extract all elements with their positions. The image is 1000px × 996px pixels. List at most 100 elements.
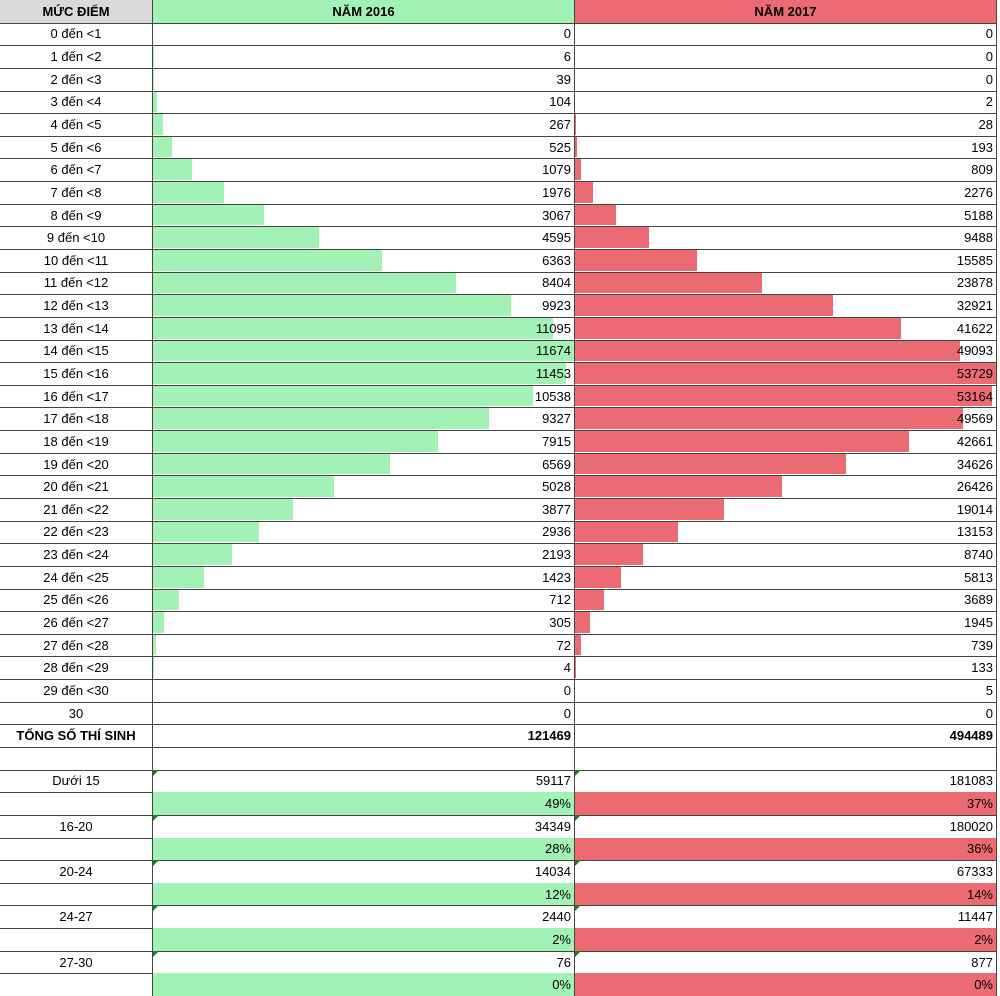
empty-cell[interactable] <box>0 747 153 771</box>
group-count[interactable]: 76 <box>153 950 575 975</box>
value-cell[interactable]: 28 <box>575 113 997 137</box>
group-count[interactable]: 181083 <box>575 769 997 794</box>
group-count[interactable]: 877 <box>575 950 997 975</box>
row-label[interactable]: 27 đến <28 <box>0 633 153 658</box>
total-label[interactable]: TỔNG SỐ THÍ SINH <box>0 724 153 748</box>
value-cell[interactable]: 49569 <box>575 407 997 432</box>
row-label[interactable]: 2 đến <3 <box>0 67 153 92</box>
percent-cell[interactable]: 49% <box>153 792 575 816</box>
value-cell[interactable]: 34626 <box>575 452 997 477</box>
value-cell[interactable]: 3689 <box>575 588 997 613</box>
empty-cell[interactable] <box>575 747 997 771</box>
row-label[interactable]: 30 <box>0 701 153 726</box>
value-cell[interactable]: 2193 <box>153 543 575 567</box>
value-cell[interactable]: 305 <box>153 611 575 635</box>
value-cell[interactable]: 19014 <box>575 498 997 522</box>
row-label[interactable]: 23 đến <24 <box>0 543 153 567</box>
value-cell[interactable]: 1976 <box>153 181 575 205</box>
value-cell[interactable]: 0 <box>575 45 997 69</box>
value-cell[interactable]: 0 <box>575 701 997 726</box>
group-count[interactable]: 34349 <box>153 814 575 839</box>
percent-cell[interactable]: 2% <box>153 928 575 952</box>
row-label[interactable]: 11 đến <12 <box>0 271 153 296</box>
row-label[interactable]: 24 đến <25 <box>0 565 153 590</box>
value-cell[interactable]: 712 <box>153 588 575 613</box>
value-cell[interactable]: 193 <box>575 135 997 160</box>
group-label[interactable]: 20-24 <box>0 860 153 884</box>
value-cell[interactable]: 41622 <box>575 316 997 341</box>
row-label[interactable]: 13 đến <14 <box>0 316 153 341</box>
row-label[interactable]: 1 đến <2 <box>0 45 153 69</box>
row-label[interactable]: 18 đến <19 <box>0 430 153 454</box>
value-cell[interactable]: 8404 <box>153 271 575 296</box>
value-cell[interactable]: 0 <box>575 67 997 92</box>
value-cell[interactable]: 23878 <box>575 271 997 296</box>
header-cell[interactable]: MỨC ĐIỂM <box>0 0 153 24</box>
value-cell[interactable]: 2276 <box>575 181 997 205</box>
value-cell[interactable]: 5028 <box>153 475 575 499</box>
value-cell[interactable]: 133 <box>575 656 997 681</box>
value-cell[interactable]: 11453 <box>153 362 575 386</box>
group-count[interactable]: 67333 <box>575 860 997 884</box>
value-cell[interactable]: 1945 <box>575 611 997 635</box>
percent-cell[interactable]: 2% <box>575 928 997 952</box>
value-cell[interactable]: 0 <box>153 679 575 703</box>
header-cell[interactable]: NĂM 2017 <box>575 0 997 24</box>
value-cell[interactable]: 4595 <box>153 226 575 250</box>
percent-cell[interactable]: 36% <box>575 837 997 862</box>
empty-cell[interactable] <box>0 973 153 996</box>
empty-cell[interactable] <box>153 747 575 771</box>
value-cell[interactable]: 104 <box>153 90 575 115</box>
row-label[interactable]: 12 đến <13 <box>0 294 153 318</box>
value-cell[interactable]: 8740 <box>575 543 997 567</box>
empty-cell[interactable] <box>0 837 153 862</box>
value-cell[interactable]: 2 <box>575 90 997 115</box>
row-label[interactable]: 3 đến <4 <box>0 90 153 115</box>
value-cell[interactable]: 5188 <box>575 203 997 228</box>
value-cell[interactable]: 739 <box>575 633 997 658</box>
value-cell[interactable]: 9327 <box>153 407 575 432</box>
percent-cell[interactable]: 28% <box>153 837 575 862</box>
empty-cell[interactable] <box>0 928 153 952</box>
row-label[interactable]: 0 đến <1 <box>0 22 153 47</box>
group-label[interactable]: 27-30 <box>0 950 153 975</box>
value-cell[interactable]: 4 <box>153 656 575 681</box>
value-cell[interactable]: 525 <box>153 135 575 160</box>
group-count[interactable]: 180020 <box>575 814 997 839</box>
row-label[interactable]: 25 đến <26 <box>0 588 153 613</box>
value-cell[interactable]: 6 <box>153 45 575 69</box>
group-count[interactable]: 14034 <box>153 860 575 884</box>
group-label[interactable]: Dưới 15 <box>0 769 153 794</box>
group-count[interactable]: 2440 <box>153 905 575 930</box>
row-label[interactable]: 5 đến <6 <box>0 135 153 160</box>
group-count[interactable]: 59117 <box>153 769 575 794</box>
value-cell[interactable]: 7915 <box>153 430 575 454</box>
row-label[interactable]: 26 đến <27 <box>0 611 153 635</box>
value-cell[interactable]: 1079 <box>153 158 575 183</box>
percent-cell[interactable]: 12% <box>153 882 575 907</box>
value-cell[interactable]: 1423 <box>153 565 575 590</box>
total-cell[interactable]: 494489 <box>575 724 997 748</box>
value-cell[interactable]: 9923 <box>153 294 575 318</box>
value-cell[interactable]: 11095 <box>153 316 575 341</box>
value-cell[interactable]: 267 <box>153 113 575 137</box>
value-cell[interactable]: 26426 <box>575 475 997 499</box>
value-cell[interactable]: 53164 <box>575 384 997 409</box>
row-label[interactable]: 16 đến <17 <box>0 384 153 409</box>
group-label[interactable]: 24-27 <box>0 905 153 930</box>
row-label[interactable]: 28 đến <29 <box>0 656 153 681</box>
value-cell[interactable]: 13153 <box>575 520 997 545</box>
percent-cell[interactable]: 37% <box>575 792 997 816</box>
row-label[interactable]: 14 đến <15 <box>0 339 153 364</box>
row-label[interactable]: 7 đến <8 <box>0 181 153 205</box>
value-cell[interactable]: 809 <box>575 158 997 183</box>
value-cell[interactable]: 9488 <box>575 226 997 250</box>
empty-cell[interactable] <box>0 792 153 816</box>
value-cell[interactable]: 0 <box>575 22 997 47</box>
value-cell[interactable]: 3067 <box>153 203 575 228</box>
percent-cell[interactable]: 0% <box>153 973 575 996</box>
value-cell[interactable]: 0 <box>153 701 575 726</box>
value-cell[interactable]: 2936 <box>153 520 575 545</box>
row-label[interactable]: 22 đến <23 <box>0 520 153 545</box>
percent-cell[interactable]: 14% <box>575 882 997 907</box>
